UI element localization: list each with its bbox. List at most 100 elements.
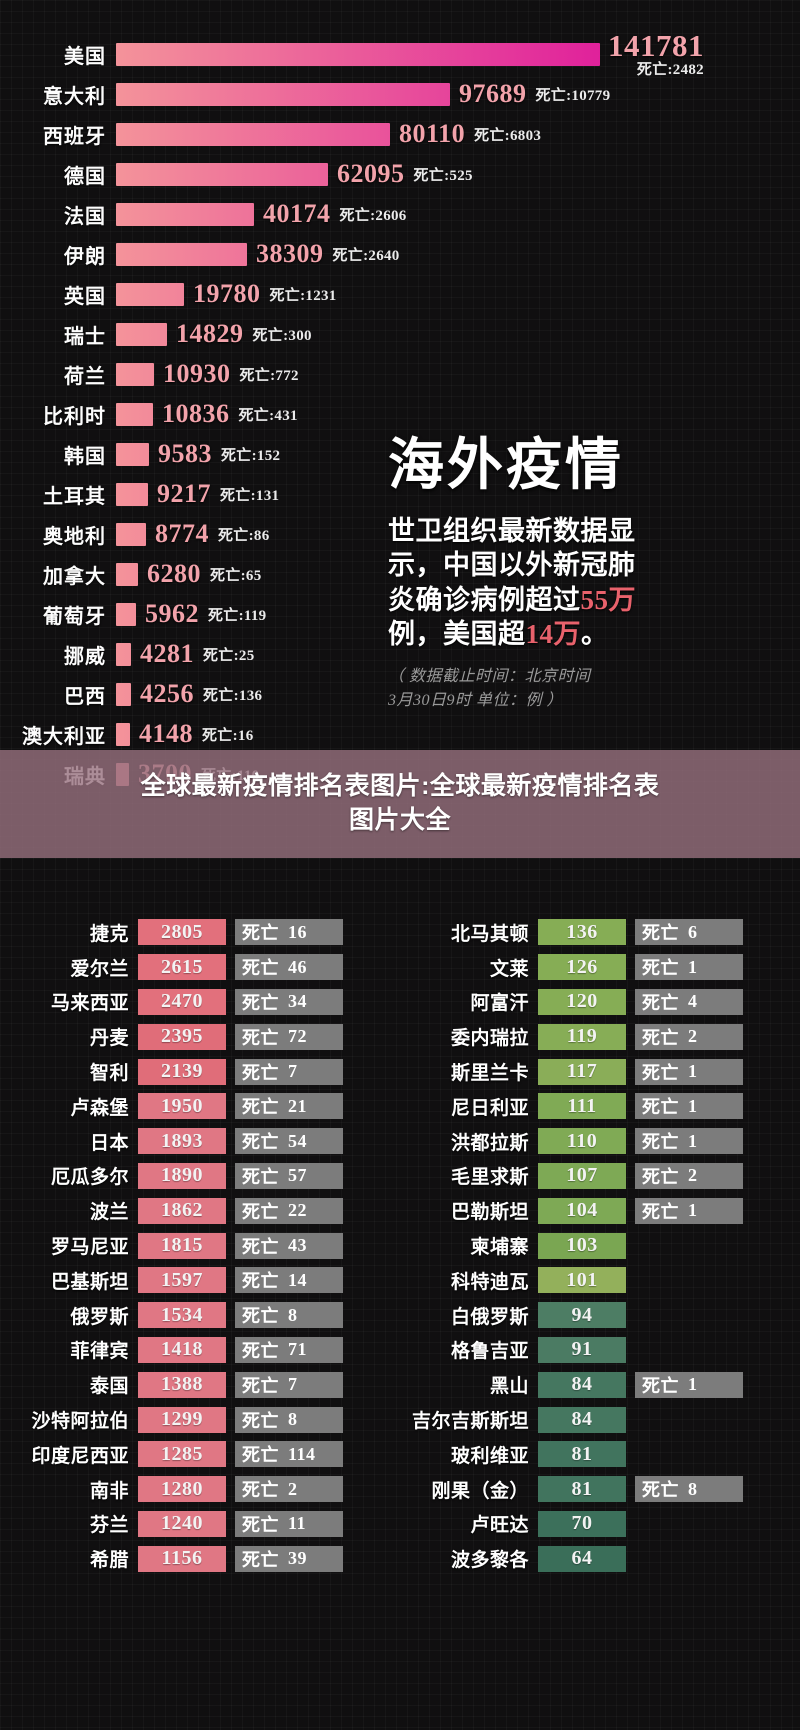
table-row: 波兰 1862 死亡 22 — [0, 1193, 400, 1228]
data-source-note: （ 数据截止时间：北京时间 3月30日9时 单位：例 ） — [388, 665, 718, 713]
table-country-label: 斯里兰卡 — [450, 1063, 529, 1085]
bar-track — [116, 202, 254, 226]
table-row: 格鲁吉亚 91 — [400, 1333, 800, 1368]
bar-row: 英国 19780 死亡:1231 — [0, 274, 800, 314]
table-confirmed-value: 2139 — [161, 1060, 203, 1083]
bar-country-label: 意大利 — [43, 85, 106, 108]
table-deaths-value: 1 — [688, 1061, 698, 1082]
table-confirmed-value: 2395 — [161, 1025, 203, 1048]
table-confirmed-chip: 94 — [538, 1302, 626, 1329]
bar-deaths-value: 死亡:136 — [203, 687, 263, 704]
table-confirmed-chip: 126 — [538, 954, 626, 981]
table-confirmed-chip: 2615 — [138, 954, 226, 981]
headline-highlight-14wan: 14万 — [525, 619, 581, 650]
bar-confirmed-value: 14829 — [176, 319, 244, 348]
table-row: 印度尼西亚 1285 死亡 114 — [0, 1437, 400, 1472]
table-confirmed-value: 84 — [571, 1408, 593, 1431]
table-row: 吉尔吉斯斯坦 84 — [400, 1402, 800, 1437]
bar-deaths-value: 死亡:2482 — [636, 62, 704, 78]
bar-track — [116, 122, 390, 146]
table-row: 沙特阿拉伯 1299 死亡 8 — [0, 1402, 400, 1437]
table-confirmed-value: 81 — [571, 1442, 593, 1465]
table-confirmed-value: 120 — [566, 990, 598, 1013]
table-row: 泰国 1388 死亡 7 — [0, 1367, 400, 1402]
table-deaths-label: 死亡 — [642, 1201, 679, 1222]
bar-deaths-value: 死亡:2606 — [339, 207, 407, 224]
bar-deaths-value: 死亡:525 — [413, 167, 473, 184]
table-deaths-chip: 死亡 71 — [235, 1336, 343, 1363]
bar-fill — [116, 482, 148, 506]
bar-row: 奥地利 8774 死亡:86 — [0, 514, 800, 554]
bar-country-label: 奥地利 — [43, 525, 106, 548]
table-deaths-label: 死亡 — [242, 1201, 279, 1222]
bar-track — [116, 282, 184, 306]
table-deaths-chip: 死亡 2 — [635, 1023, 743, 1050]
bar-fill — [116, 322, 167, 346]
bar-confirmed-value: 10930 — [163, 359, 231, 388]
table-deaths-label: 死亡 — [242, 1410, 279, 1431]
table-deaths-label: 死亡 — [642, 1375, 679, 1396]
table-deaths-chip: 死亡 1 — [635, 1128, 743, 1155]
table-country-label: 文莱 — [489, 958, 529, 980]
bar-country-label: 法国 — [64, 205, 106, 228]
bar-country-label: 德国 — [64, 165, 106, 188]
headline-body-line-1: 世卫组织最新数据显 — [388, 515, 636, 546]
bar-confirmed-value: 4148 — [139, 719, 193, 748]
table-row: 南非 1280 死亡 2 — [0, 1472, 400, 1507]
bar-country-label: 澳大利亚 — [22, 725, 106, 748]
headline-body-line-2: 示，中国以外新冠肺 — [388, 550, 636, 581]
table-country-label: 沙特阿拉伯 — [31, 1411, 129, 1433]
table-country-label: 黑山 — [489, 1376, 529, 1398]
table-confirmed-value: 126 — [566, 955, 598, 978]
table-deaths-chip: 死亡 4 — [635, 988, 743, 1015]
table-row: 日本 1893 死亡 54 — [0, 1124, 400, 1159]
bar-row: 葡萄牙 5962 死亡:119 — [0, 594, 800, 634]
table-confirmed-value: 2615 — [161, 955, 203, 978]
table-deaths-value: 2 — [688, 1165, 698, 1186]
table-deaths-chip: 死亡 11 — [235, 1510, 343, 1537]
table-confirmed-chip: 110 — [538, 1128, 626, 1155]
table-country-label: 科特迪瓦 — [450, 1271, 529, 1293]
table-deaths-value: 72 — [288, 1026, 307, 1047]
table-deaths-label: 死亡 — [242, 1480, 279, 1501]
table-country-label: 巴勒斯坦 — [450, 1202, 529, 1224]
table-confirmed-value: 111 — [567, 1094, 597, 1117]
table-country-label: 厄瓜多尔 — [50, 1167, 129, 1189]
table-confirmed-value: 1388 — [161, 1373, 203, 1396]
table-row: 科特迪瓦 101 — [400, 1263, 800, 1298]
table-deaths-chip: 死亡 2 — [635, 1162, 743, 1189]
table-confirmed-value: 103 — [566, 1234, 598, 1257]
table-confirmed-chip: 1862 — [138, 1197, 226, 1224]
table-country-label: 捷克 — [89, 923, 129, 945]
table-deaths-label: 死亡 — [242, 1445, 279, 1466]
table-deaths-label: 死亡 — [642, 1027, 679, 1048]
bar-deaths-value: 死亡:1231 — [269, 287, 337, 304]
table-deaths-value: 1 — [688, 1374, 698, 1395]
table-deaths-label: 死亡 — [242, 1097, 279, 1118]
bar-row: 法国 40174 死亡:2606 — [0, 194, 800, 234]
table-deaths-label: 死亡 — [242, 1062, 279, 1083]
table-deaths-chip: 死亡 8 — [235, 1302, 343, 1329]
bar-deaths-value: 死亡:16 — [202, 727, 254, 744]
bar-track — [116, 362, 154, 386]
table-row: 卢森堡 1950 死亡 21 — [0, 1089, 400, 1124]
table-confirmed-chip: 2395 — [138, 1023, 226, 1050]
table-confirmed-chip: 70 — [538, 1510, 626, 1537]
table-confirmed-chip: 101 — [538, 1267, 626, 1294]
table-deaths-value: 54 — [288, 1130, 307, 1151]
table-confirmed-value: 1299 — [161, 1408, 203, 1431]
table-country-label: 菲律宾 — [70, 1341, 129, 1363]
table-deaths-label: 死亡 — [242, 1375, 279, 1396]
table-confirmed-value: 136 — [566, 920, 598, 943]
table-confirmed-chip: 1597 — [138, 1267, 226, 1294]
bar-row: 土耳其 9217 死亡:131 — [0, 474, 800, 514]
table-deaths-value: 71 — [288, 1339, 307, 1360]
table-confirmed-value: 1815 — [161, 1234, 203, 1257]
country-table-right-column: 北马其顿 136 死亡 6 文莱 126 死亡 1 阿富汗 120 死亡 4 委内瑞拉 119 死亡 2 斯里兰… — [400, 915, 800, 1576]
table-confirmed-chip: 1285 — [138, 1441, 226, 1468]
table-row: 黑山 84 死亡 1 — [400, 1367, 800, 1402]
table-row: 文莱 126 死亡 1 — [400, 950, 800, 985]
bar-fill — [116, 162, 328, 186]
table-deaths-value: 11 — [288, 1513, 307, 1534]
